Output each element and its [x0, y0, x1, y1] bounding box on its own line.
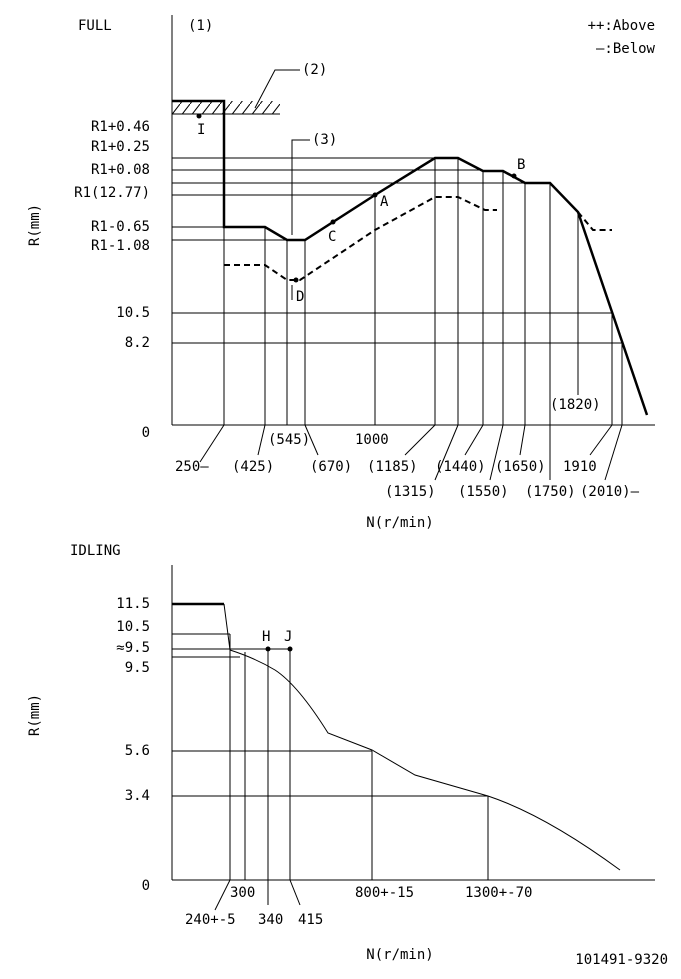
- y-label: ≈9.5: [116, 640, 150, 656]
- y-label: R1+0.46: [91, 119, 150, 135]
- x-label: 800+-15: [355, 885, 414, 901]
- x-label: (1550): [458, 484, 509, 500]
- points: [196, 113, 517, 283]
- point-label: D: [296, 289, 304, 305]
- x-label: 250—: [175, 459, 209, 475]
- point-label: H: [262, 629, 270, 645]
- point-label: C: [328, 229, 336, 245]
- x-label: (1315): [385, 484, 436, 500]
- x-label: 1300+-70: [465, 885, 532, 901]
- leader-3: [291, 139, 310, 235]
- point-label: I: [197, 122, 205, 138]
- y-label: 11.5: [116, 596, 150, 612]
- x-label: 1000: [355, 432, 389, 448]
- x-label: (1750): [525, 484, 576, 500]
- x-label: 1910: [563, 459, 597, 475]
- curve-below-end: [577, 211, 612, 231]
- x-label: (1185): [367, 459, 418, 475]
- y-label: 10.5: [116, 619, 150, 635]
- full-chart: [171, 15, 655, 481]
- y-label: 8.2: [125, 335, 150, 351]
- y-label: R1-1.08: [91, 238, 150, 254]
- y-label: 10.5: [116, 305, 150, 321]
- x-label: (425): [232, 459, 274, 475]
- x-label: 415: [298, 912, 323, 928]
- x-label: (1650): [495, 459, 546, 475]
- x-label: 340: [258, 912, 283, 928]
- x-label: (545): [268, 432, 310, 448]
- x-label: (1820): [550, 397, 601, 413]
- point-label: J: [284, 629, 292, 645]
- marker: (1): [188, 18, 213, 34]
- y-axis-label: R(mm): [27, 204, 43, 246]
- drawing-code: 101491-9320: [575, 952, 668, 968]
- chart-title: IDLING: [70, 543, 121, 559]
- y-label: R1+0.25: [91, 139, 150, 155]
- x-label: (670): [310, 459, 352, 475]
- point-h: [265, 646, 271, 652]
- point-label: B: [517, 157, 525, 173]
- x-axis-label: N(r/min): [366, 947, 433, 963]
- x-label: 240+-5: [185, 912, 236, 928]
- x-label: (2010)—: [580, 484, 640, 500]
- y-label: R1-0.65: [91, 219, 150, 235]
- callout: (3): [312, 132, 337, 148]
- y-label: 0: [142, 878, 150, 894]
- stopper-hatch: [172, 101, 280, 114]
- x-label: (1440): [435, 459, 486, 475]
- y-label: 0: [142, 425, 150, 441]
- y-label: R1(12.77): [74, 185, 150, 201]
- x-axis-label: N(r/min): [366, 515, 433, 531]
- y-axis-label: R(mm): [27, 694, 43, 736]
- curve-above: [172, 99, 649, 416]
- idling-chart: [171, 565, 655, 911]
- y-label: 9.5: [125, 660, 150, 676]
- callout: (2): [302, 62, 327, 78]
- legend-entry: —:Below: [596, 41, 656, 57]
- curve: [223, 603, 621, 871]
- x-label: 300: [230, 885, 255, 901]
- y-label: R1+0.08: [91, 162, 150, 178]
- leader-2: [254, 69, 300, 109]
- point-j: [287, 646, 293, 652]
- chart-title: FULL: [78, 18, 112, 34]
- y-label: 3.4: [125, 788, 150, 804]
- curve-below: [224, 196, 497, 281]
- point-label: A: [380, 194, 389, 210]
- reference-lines: [172, 157, 623, 481]
- legend-entry: ++:Above: [588, 18, 655, 34]
- y-label: 5.6: [125, 743, 150, 759]
- reference-lines: [172, 633, 489, 911]
